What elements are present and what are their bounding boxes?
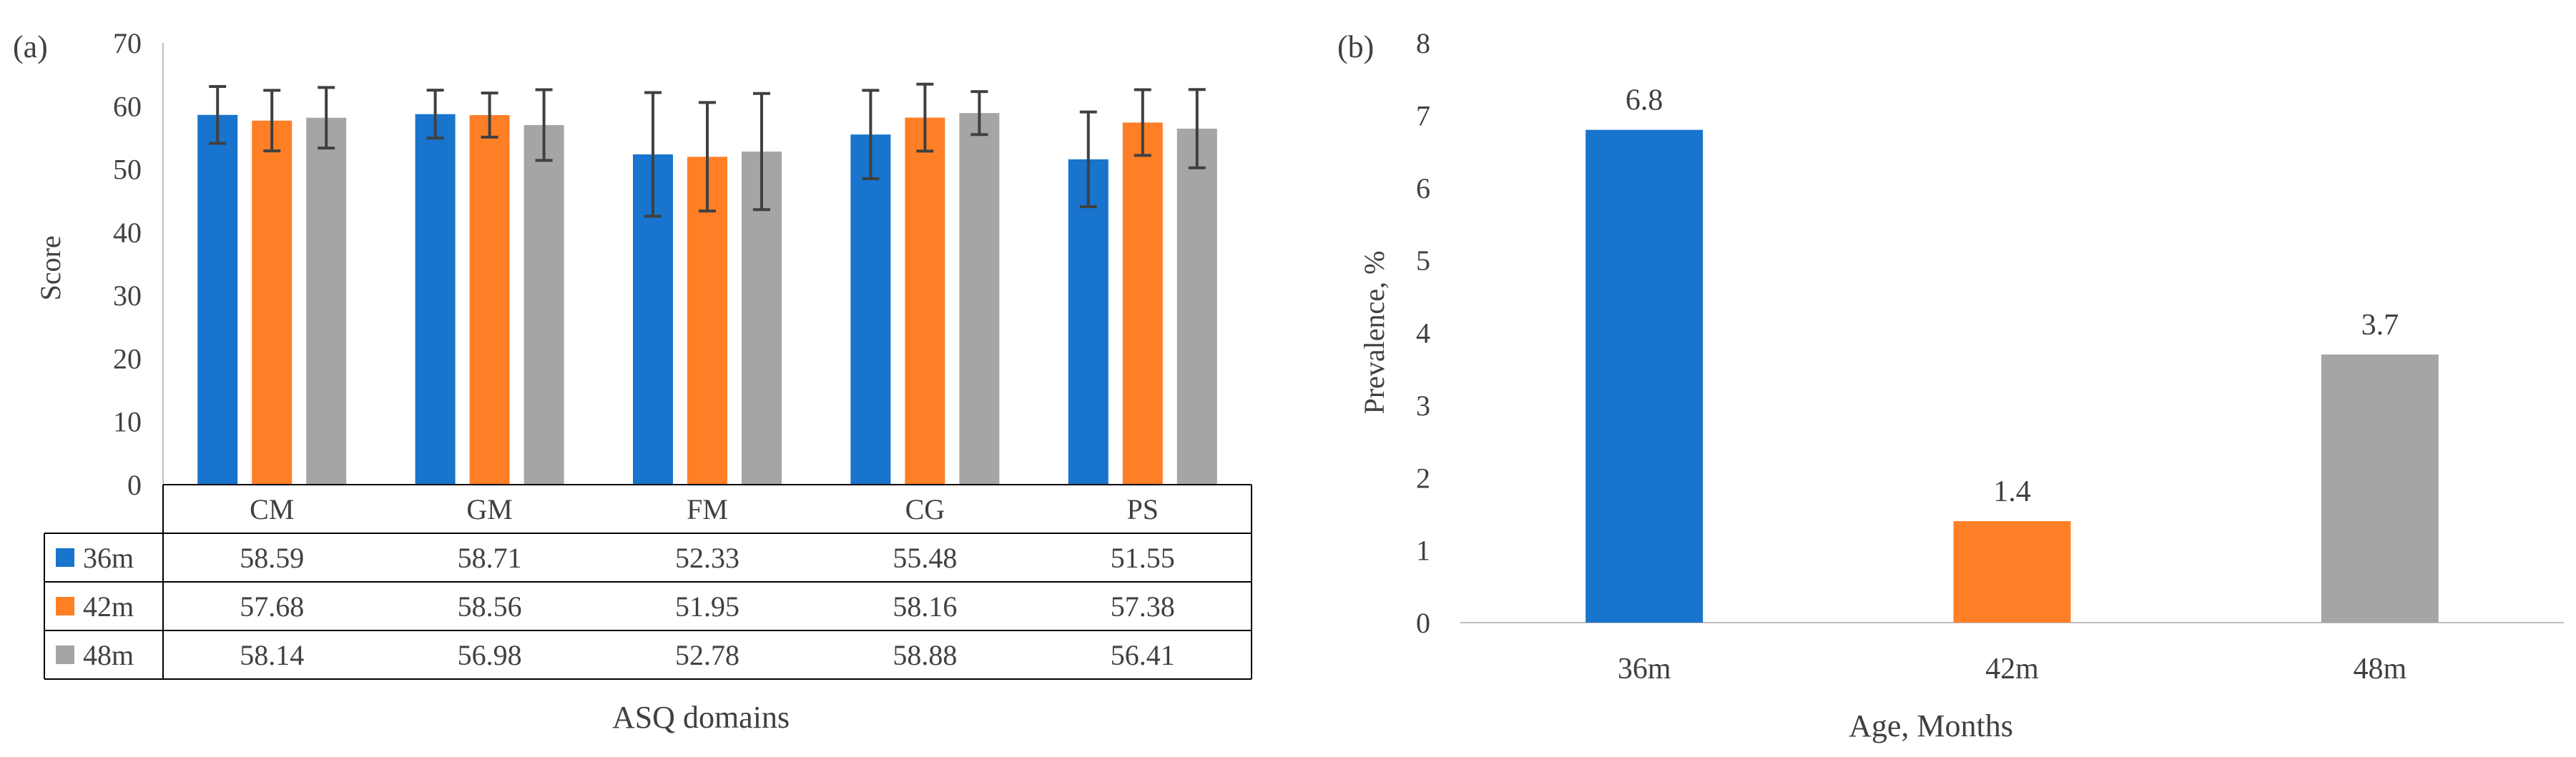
bar-48m-CM bbox=[306, 117, 347, 485]
panel-a-y-axis-title: Score bbox=[34, 235, 67, 300]
x-tick-label: FM bbox=[687, 493, 728, 525]
panel-a-error-bars bbox=[209, 82, 1206, 218]
y-tick-label: 30 bbox=[113, 279, 142, 312]
y-tick-label: 4 bbox=[1416, 317, 1430, 350]
bar-36m-CG bbox=[850, 134, 891, 485]
bar-48m-PS bbox=[1176, 128, 1217, 485]
y-tick-label: 0 bbox=[127, 469, 142, 501]
bar-36m-GM bbox=[415, 114, 456, 485]
panel-b-bars: 6.8 36m 1.4 42m 3.7 48m bbox=[1586, 84, 2439, 686]
table-cell: 58.88 bbox=[893, 639, 957, 671]
x-tick-label: GM bbox=[466, 493, 512, 525]
panel-b-x-axis-title: Age, Months bbox=[1849, 708, 2013, 743]
panel-a-x-axis-title: ASQ domains bbox=[612, 700, 790, 735]
y-tick-label: 1 bbox=[1416, 535, 1430, 567]
x-tick-label: PS bbox=[1127, 493, 1159, 525]
y-tick-label: 2 bbox=[1416, 462, 1430, 494]
x-tick-label: 48m bbox=[2353, 653, 2407, 686]
table-cell: 58.71 bbox=[458, 542, 522, 574]
x-tick-label: 42m bbox=[1985, 653, 2039, 686]
legend-key-42m bbox=[56, 597, 74, 615]
y-tick-label: 10 bbox=[113, 406, 142, 438]
y-tick-label: 60 bbox=[113, 90, 142, 122]
table-cell: 57.68 bbox=[240, 590, 304, 623]
bar-42m-CG bbox=[905, 117, 945, 485]
data-label: 1.4 bbox=[1993, 475, 2031, 508]
legend-key-48m bbox=[56, 645, 74, 664]
bar-42m-GM bbox=[469, 114, 510, 485]
y-tick-label: 0 bbox=[1416, 607, 1430, 639]
y-tick-label: 8 bbox=[1416, 27, 1430, 59]
legend-label: 36m bbox=[83, 542, 134, 574]
x-tick-label: CG bbox=[905, 493, 945, 525]
panel-b-label: (b) bbox=[1337, 29, 1374, 64]
bar-36m-CM bbox=[197, 114, 238, 485]
y-tick-label: 70 bbox=[113, 27, 142, 59]
panel-a-data-table: CM GM FM CG PS 36m 58.59 58.71 52.33 55.48 51.55 42… bbox=[44, 484, 1252, 680]
table-cell: 51.55 bbox=[1111, 542, 1175, 574]
table-cell: 57.38 bbox=[1111, 590, 1175, 623]
x-tick-label: CM bbox=[250, 493, 294, 525]
y-tick-label: 40 bbox=[113, 217, 142, 249]
table-cell: 52.33 bbox=[675, 542, 739, 574]
table-cell: 58.14 bbox=[240, 639, 304, 671]
x-tick-label: 36m bbox=[1618, 653, 1671, 686]
bar-48m-GM bbox=[523, 124, 564, 485]
legend-label: 48m bbox=[83, 639, 134, 671]
table-cell: 52.78 bbox=[675, 639, 739, 671]
bar-42m-CM bbox=[252, 120, 292, 485]
y-tick-label: 7 bbox=[1416, 99, 1430, 132]
table-cell: 55.48 bbox=[893, 542, 957, 574]
bar-36m bbox=[1586, 129, 1704, 623]
bar-36m-PS bbox=[1068, 159, 1108, 485]
y-tick-label: 50 bbox=[113, 154, 142, 186]
table-cell: 58.59 bbox=[240, 542, 304, 574]
table-cell: 58.56 bbox=[458, 590, 522, 623]
y-tick-label: 5 bbox=[1416, 244, 1430, 277]
bar-42m bbox=[1953, 521, 2071, 623]
legend-label: 42m bbox=[83, 590, 134, 623]
table-cell: 51.95 bbox=[675, 590, 739, 623]
bar-48m bbox=[2321, 354, 2439, 623]
panel-b-y-axis-title: Prevalence, % bbox=[1358, 251, 1390, 415]
y-tick-label: 3 bbox=[1416, 390, 1430, 422]
panel-a-y-ticks: 0 10 20 30 40 50 60 70 bbox=[113, 27, 164, 501]
table-cell: 56.98 bbox=[458, 639, 522, 671]
legend-key-36m bbox=[56, 548, 74, 567]
bar-48m-CG bbox=[959, 113, 1000, 485]
panel-b: (b) Prevalence, % Age, Months 012345678 … bbox=[1337, 27, 2564, 743]
bar-42m-PS bbox=[1122, 122, 1163, 485]
panel-a-bars bbox=[197, 113, 1217, 485]
y-tick-label: 20 bbox=[113, 342, 142, 375]
data-label: 6.8 bbox=[1626, 84, 1663, 117]
table-cell: 58.16 bbox=[893, 590, 957, 623]
panel-a-label: (a) bbox=[13, 29, 48, 64]
table-cell: 56.41 bbox=[1111, 639, 1175, 671]
y-tick-label: 6 bbox=[1416, 172, 1430, 204]
panel-a: (a) Score ASQ domains 0 10 20 30 40 50 60 70 CM… bbox=[13, 27, 1252, 735]
data-label: 3.7 bbox=[2361, 309, 2399, 342]
